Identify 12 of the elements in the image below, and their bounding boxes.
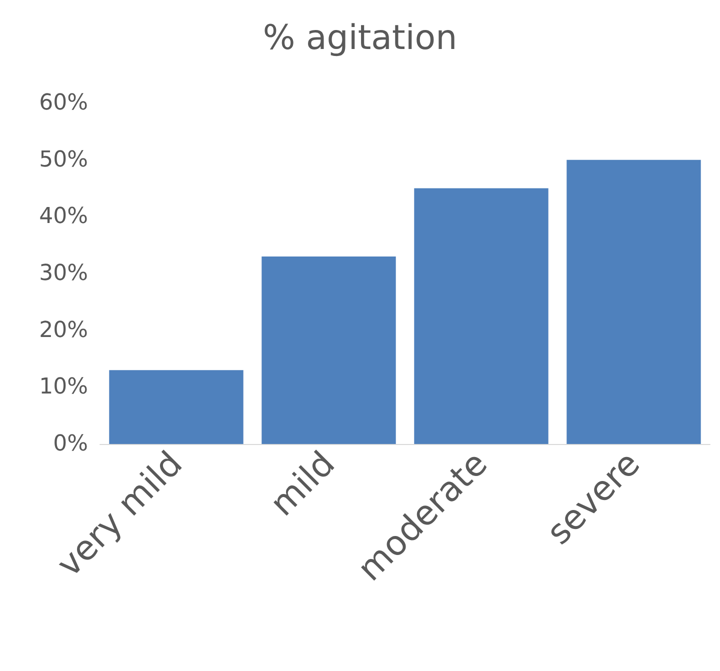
- y-tick-label: 30%: [39, 261, 88, 286]
- bar: [262, 256, 396, 444]
- y-tick-label: 10%: [39, 374, 88, 400]
- y-tick-label: 60%: [39, 90, 88, 116]
- bar: [414, 188, 548, 444]
- chart-title: % agitation: [262, 18, 458, 58]
- y-tick-label: 40%: [39, 204, 88, 230]
- y-tick-label: 50%: [39, 147, 88, 172]
- y-tick-label: 0%: [53, 432, 88, 456]
- bar: [109, 370, 244, 444]
- bar: [566, 160, 701, 444]
- y-tick-label: 20%: [39, 318, 88, 343]
